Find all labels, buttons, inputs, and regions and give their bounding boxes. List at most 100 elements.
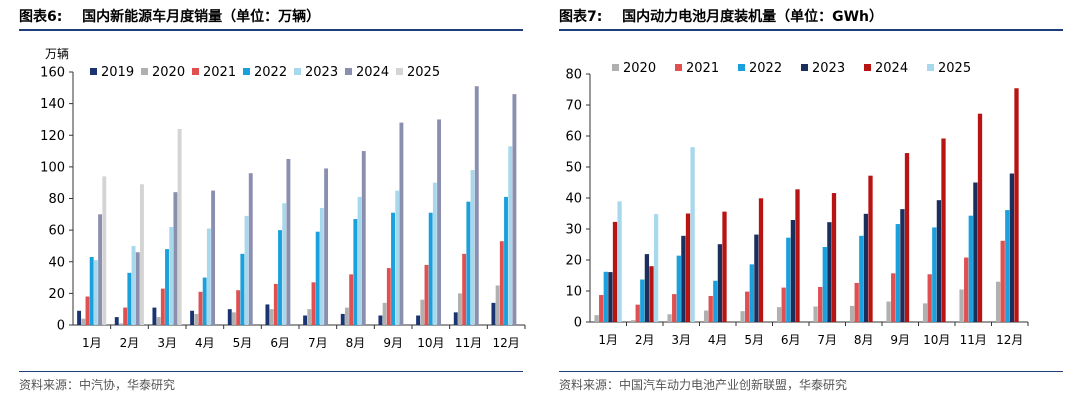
bar-2024 <box>512 94 517 325</box>
bar-2020 <box>667 314 672 322</box>
y-unit-label: 万辆 <box>45 47 69 61</box>
bar-2020 <box>959 289 964 322</box>
y-tick-label: 0 <box>574 316 582 331</box>
y-tick-label: 160 <box>40 66 65 81</box>
bar-2025 <box>690 147 695 322</box>
x-tick-label: 12月 <box>996 333 1023 347</box>
bar-2020 <box>995 281 1001 322</box>
legend-swatch <box>801 64 808 71</box>
bar-2023 <box>244 215 249 325</box>
bar-2020 <box>156 317 161 325</box>
legend-swatch <box>192 68 199 75</box>
x-tick-label: 10月 <box>923 333 950 347</box>
bar-2021 <box>236 290 241 325</box>
bar-2020 <box>382 302 387 325</box>
bar-2024 <box>1014 88 1019 322</box>
bar-2022 <box>640 279 645 322</box>
source-note: 资料来源：中国汽车动力电池产业创新联盟，华泰研究 <box>559 378 848 392</box>
bar-2021 <box>927 274 932 322</box>
bar-2019 <box>453 312 458 325</box>
bar-2022 <box>676 255 681 322</box>
x-tick-label: 1月 <box>598 333 618 347</box>
legend-swatch <box>864 64 871 71</box>
bar-2020 <box>703 310 709 322</box>
bar-2023 <box>319 207 324 325</box>
legend-label: 2024 <box>875 61 908 76</box>
legend-swatch <box>294 68 301 75</box>
bar-2021 <box>386 268 391 325</box>
bar-2019 <box>416 315 421 325</box>
figure-title: 图表6: 国内新能源车月度销量（单位：万辆） <box>19 6 320 26</box>
bar-2022 <box>749 264 754 322</box>
bar-2024 <box>173 192 178 325</box>
y-tick-label: 10 <box>565 285 582 300</box>
x-tick-label: 12月 <box>493 336 520 350</box>
bar-2023 <box>93 260 98 325</box>
bar-2019 <box>114 317 119 325</box>
bar-2023 <box>470 170 475 325</box>
y-tick-label: 60 <box>48 224 65 239</box>
figure-label: 图表6: <box>19 9 63 25</box>
bar-2024 <box>941 138 946 322</box>
x-tick-label: 2月 <box>635 333 655 347</box>
x-tick-label: 4月 <box>708 333 728 347</box>
bar-2022 <box>786 237 791 322</box>
bar-2020 <box>849 305 855 322</box>
bar-2021 <box>891 273 896 322</box>
bar-2021 <box>854 282 859 322</box>
bar-2023 <box>131 245 136 325</box>
bar-2021 <box>311 282 316 325</box>
bar-2024 <box>868 175 873 322</box>
y-tick-label: 40 <box>565 192 582 207</box>
bar-2019 <box>77 310 82 325</box>
figure-title-text: 国内动力电池月度装机量（单位：GWh） <box>622 9 883 25</box>
bar-2025 <box>140 184 144 325</box>
chart-panel-ev-sales: 图表6: 国内新能源车月度销量（单位：万辆） 万辆 0 20 40 60 80 100 120… <box>19 6 526 392</box>
bar-2020 <box>594 315 599 322</box>
bar-2021 <box>964 257 969 322</box>
legend-label: 2021 <box>686 61 719 76</box>
bar-2024 <box>399 122 404 325</box>
figure-label: 图表7: <box>559 9 603 25</box>
bar-2021 <box>1000 240 1005 322</box>
y-tick-label: 80 <box>565 68 582 83</box>
x-tick-label: 3月 <box>671 333 691 347</box>
source-rule <box>559 371 1063 372</box>
bar-2023 <box>900 209 905 322</box>
x-tick-label: 9月 <box>890 333 910 347</box>
bar-2024 <box>758 198 764 322</box>
bar-2024 <box>98 214 103 325</box>
legend-swatch <box>141 68 148 75</box>
legend-label: 2023 <box>305 65 338 80</box>
bar-2022 <box>895 224 900 322</box>
bar-2022 <box>1005 210 1010 322</box>
bar-2019 <box>265 304 270 325</box>
bar-2022 <box>603 271 608 322</box>
y-tick-label: 140 <box>40 97 65 112</box>
title-rule <box>559 29 1063 31</box>
bar-2024 <box>831 193 837 322</box>
bar-2021 <box>745 291 750 322</box>
bar-2024 <box>286 158 291 325</box>
bar-2020 <box>232 312 236 325</box>
bar-2024 <box>361 151 366 325</box>
y-tick-label: 120 <box>40 129 65 144</box>
x-tick-label: 8月 <box>854 333 874 347</box>
bar-2021 <box>85 296 90 325</box>
legend-swatch <box>738 64 745 71</box>
legend-label: 2019 <box>101 65 134 80</box>
bar-2023 <box>395 190 400 325</box>
bar-2022 <box>713 280 718 322</box>
bar-2025 <box>102 176 107 325</box>
legend-label: 2021 <box>203 65 236 80</box>
bar-2025 <box>653 214 659 322</box>
bar-2024 <box>248 173 253 325</box>
x-tick-label: 9月 <box>383 336 403 350</box>
legend-label: 2020 <box>152 65 185 80</box>
bar-2019 <box>340 313 345 325</box>
bar-2023 <box>827 222 832 322</box>
bar-2019 <box>491 302 496 325</box>
y-tick-label: 80 <box>48 192 65 207</box>
y-tick-label: 50 <box>565 161 582 176</box>
bar-2023 <box>357 196 362 325</box>
